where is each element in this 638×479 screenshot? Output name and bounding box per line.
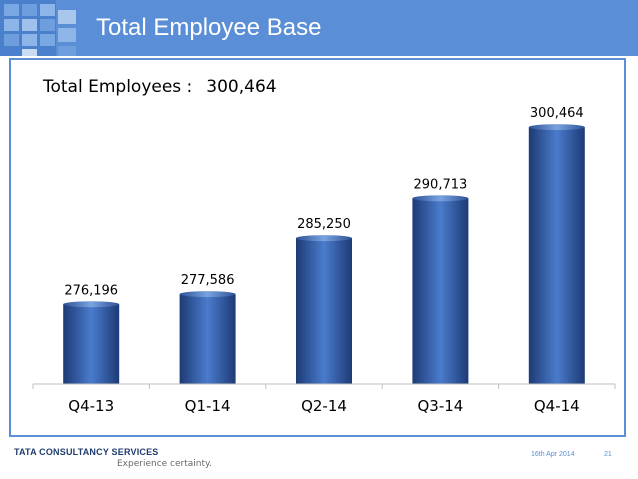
category-label: Q3-14 [417,397,463,415]
data-label: 277,586 [181,273,235,288]
company-name: TATA CONSULTANCY SERVICES [14,447,159,457]
bar-cap [296,235,352,242]
summary-label: Total Employees : [43,77,193,97]
bar [296,238,352,384]
header-bar: Total Employee Base [0,0,638,56]
bar-q2-14 [296,235,352,384]
bar [412,198,469,384]
bar-q4-13 [63,301,120,384]
page-number: 21 [604,451,612,458]
total-employees-summary: Total Employees : 300,464 [43,77,277,97]
bar-q1-14 [179,291,236,384]
category-label: Q1-14 [185,397,231,415]
data-label: 285,250 [297,217,351,232]
category-label: Q4-14 [534,397,580,415]
bar [63,304,120,384]
company-tagline: Experience certainty. [117,459,212,469]
bar-q4-14 [528,124,585,385]
bar [179,294,236,384]
bar [528,127,585,385]
bar-cap [528,124,585,131]
summary-value: 300,464 [206,77,277,97]
data-label: 290,713 [414,177,468,192]
slide-title: Total Employee Base [96,14,322,41]
header-decoration [0,0,76,56]
category-label: Q4-13 [68,397,114,415]
bar-cap [412,195,469,202]
data-label: 300,464 [530,106,584,121]
company-logo: TATA CONSULTANCY SERVICES Experience cer… [14,447,212,473]
bar-cap [63,301,120,308]
bar-cap [179,291,236,298]
footer-date: 16th Apr 2014 [531,451,575,458]
data-label: 276,196 [64,283,118,298]
category-label: Q2-14 [301,397,347,415]
bar-q3-14 [412,195,469,384]
